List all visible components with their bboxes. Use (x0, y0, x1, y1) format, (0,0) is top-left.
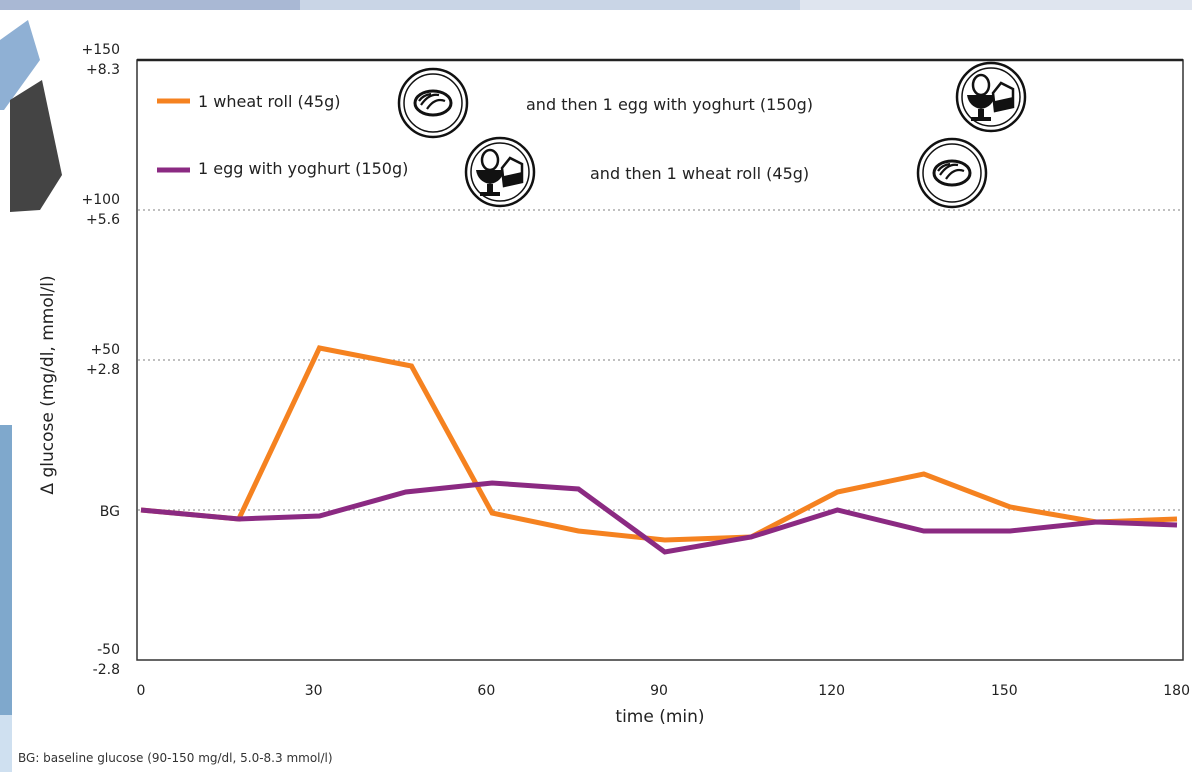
x-tick-label: 30 (305, 683, 323, 699)
legend-annotation-wheat-roll: and then 1 egg with yoghurt (150g) (526, 95, 813, 114)
x-tick-label: 90 (650, 683, 668, 699)
x-tick-label: 150 (991, 683, 1018, 699)
series-line-wheat-roll (140, 345, 1178, 543)
bread-icon (397, 67, 469, 139)
x-tick-label: 0 (137, 683, 146, 699)
y-tick-label: +150 (82, 42, 120, 58)
y-axis-ticks: +150 +8.3 +100 +5.6 +50 +2.8 BG -50 -2.8 (82, 42, 121, 678)
y-axis-title: Δ glucose (mg/dl, mmol/l) (38, 275, 58, 494)
x-tick-label: 120 (818, 683, 845, 699)
grid-lines (138, 209, 1182, 511)
legend-label-egg-yoghurt: 1 egg with yoghurt (150g) (198, 159, 408, 178)
footnote: BG: baseline glucose (90-150 mg/dl, 5.0-… (18, 751, 333, 765)
series-line-egg-yoghurt (140, 480, 1178, 555)
y-tick-label: +50 (90, 342, 120, 358)
x-axis-ticks: 0 30 60 90 120 150 180 (137, 683, 1190, 699)
series-lines (140, 345, 1178, 555)
y-tick-label: BG (100, 504, 120, 520)
bread-icon (916, 137, 988, 209)
x-tick-label: 180 (1163, 683, 1190, 699)
x-tick-label: 60 (477, 683, 495, 699)
y-tick-label-secondary: -2.8 (93, 662, 120, 678)
egg-yoghurt-icon (464, 136, 536, 208)
y-tick-label: +100 (82, 192, 120, 208)
y-tick-label-secondary: +5.6 (86, 212, 120, 228)
legend-label-wheat-roll: 1 wheat roll (45g) (198, 92, 341, 111)
y-tick-label: -50 (97, 642, 120, 658)
x-axis-title: time (min) (615, 707, 704, 727)
legend: 1 wheat roll (45g) and then 1 egg with y… (157, 61, 1027, 209)
legend-annotation-egg-yoghurt: and then 1 wheat roll (45g) (590, 164, 809, 183)
egg-yoghurt-icon (955, 61, 1027, 133)
y-tick-label-secondary: +8.3 (86, 62, 120, 78)
y-tick-label-secondary: +2.8 (86, 362, 120, 378)
